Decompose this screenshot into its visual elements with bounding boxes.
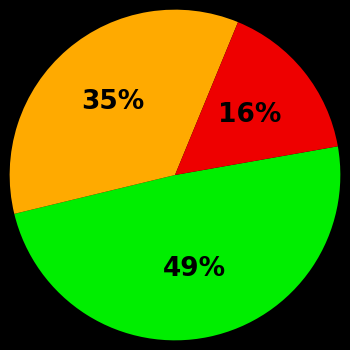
Text: 16%: 16% [218, 102, 281, 128]
Wedge shape [14, 146, 340, 340]
Wedge shape [175, 22, 338, 175]
Wedge shape [10, 10, 238, 214]
Text: 49%: 49% [163, 256, 226, 282]
Text: 35%: 35% [81, 89, 144, 115]
